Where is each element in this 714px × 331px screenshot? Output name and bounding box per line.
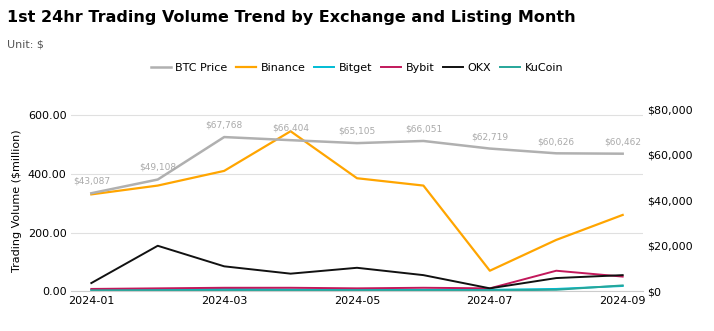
BTC Price	[486, 147, 494, 151]
Bybit	[87, 287, 96, 291]
Binance	[87, 192, 96, 196]
OKX	[486, 286, 494, 290]
Bitget	[87, 288, 96, 292]
Binance	[286, 129, 295, 133]
KuCoin	[486, 288, 494, 292]
Text: Unit: $: Unit: $	[7, 40, 44, 50]
Text: $67,768: $67,768	[206, 121, 243, 130]
Text: $66,051: $66,051	[405, 125, 442, 134]
KuCoin	[286, 288, 295, 292]
OKX	[220, 264, 228, 268]
Text: $49,108: $49,108	[139, 163, 176, 171]
OKX	[87, 281, 96, 285]
OKX	[618, 273, 627, 277]
BTC Price	[286, 138, 295, 142]
Bybit	[486, 286, 494, 290]
Line: OKX: OKX	[91, 246, 623, 288]
Bitget	[353, 288, 361, 292]
KuCoin	[353, 288, 361, 292]
Line: Bybit: Bybit	[91, 271, 623, 289]
Line: BTC Price: BTC Price	[91, 137, 623, 193]
BTC Price	[353, 141, 361, 145]
Text: 1st 24hr Trading Volume Trend by Exchange and Listing Month: 1st 24hr Trading Volume Trend by Exchang…	[7, 10, 575, 25]
BTC Price	[87, 191, 96, 195]
OKX	[552, 276, 560, 280]
BTC Price	[220, 135, 228, 139]
Bybit	[220, 286, 228, 290]
Line: Bitget: Bitget	[91, 286, 623, 290]
Bybit	[286, 286, 295, 290]
KuCoin	[552, 288, 560, 292]
Bitget	[286, 288, 295, 292]
Binance	[486, 269, 494, 273]
BTC Price	[419, 139, 428, 143]
OKX	[286, 272, 295, 276]
KuCoin	[87, 288, 96, 292]
Text: $65,105: $65,105	[338, 127, 376, 136]
OKX	[353, 266, 361, 270]
Binance	[154, 184, 162, 188]
Bybit	[618, 275, 627, 279]
Bitget	[220, 287, 228, 291]
Text: $60,462: $60,462	[604, 137, 641, 146]
KuCoin	[419, 288, 428, 292]
Bybit	[419, 286, 428, 290]
Text: $43,087: $43,087	[73, 176, 110, 185]
Bitget	[419, 288, 428, 292]
OKX	[154, 244, 162, 248]
Binance	[353, 176, 361, 180]
Y-axis label: Trading Volume ($million): Trading Volume ($million)	[12, 129, 22, 271]
Text: $66,404: $66,404	[272, 124, 309, 133]
Binance	[552, 238, 560, 242]
Bybit	[552, 269, 560, 273]
BTC Price	[154, 177, 162, 181]
Line: KuCoin: KuCoin	[91, 285, 623, 290]
OKX	[419, 273, 428, 277]
Line: Binance: Binance	[91, 131, 623, 271]
Legend: BTC Price, Binance, Bitget, Bybit, OKX, KuCoin: BTC Price, Binance, Bitget, Bybit, OKX, …	[146, 59, 568, 77]
Bitget	[552, 287, 560, 291]
Bybit	[353, 286, 361, 290]
BTC Price	[552, 151, 560, 155]
Bybit	[154, 286, 162, 290]
Binance	[419, 184, 428, 188]
Bitget	[486, 288, 494, 292]
Text: $62,719: $62,719	[471, 132, 508, 141]
BTC Price	[618, 152, 627, 156]
Bitget	[618, 284, 627, 288]
Bitget	[154, 288, 162, 292]
Binance	[618, 213, 627, 217]
KuCoin	[618, 283, 627, 287]
Text: $60,626: $60,626	[538, 137, 575, 146]
Binance	[220, 169, 228, 173]
KuCoin	[154, 288, 162, 292]
KuCoin	[220, 288, 228, 292]
